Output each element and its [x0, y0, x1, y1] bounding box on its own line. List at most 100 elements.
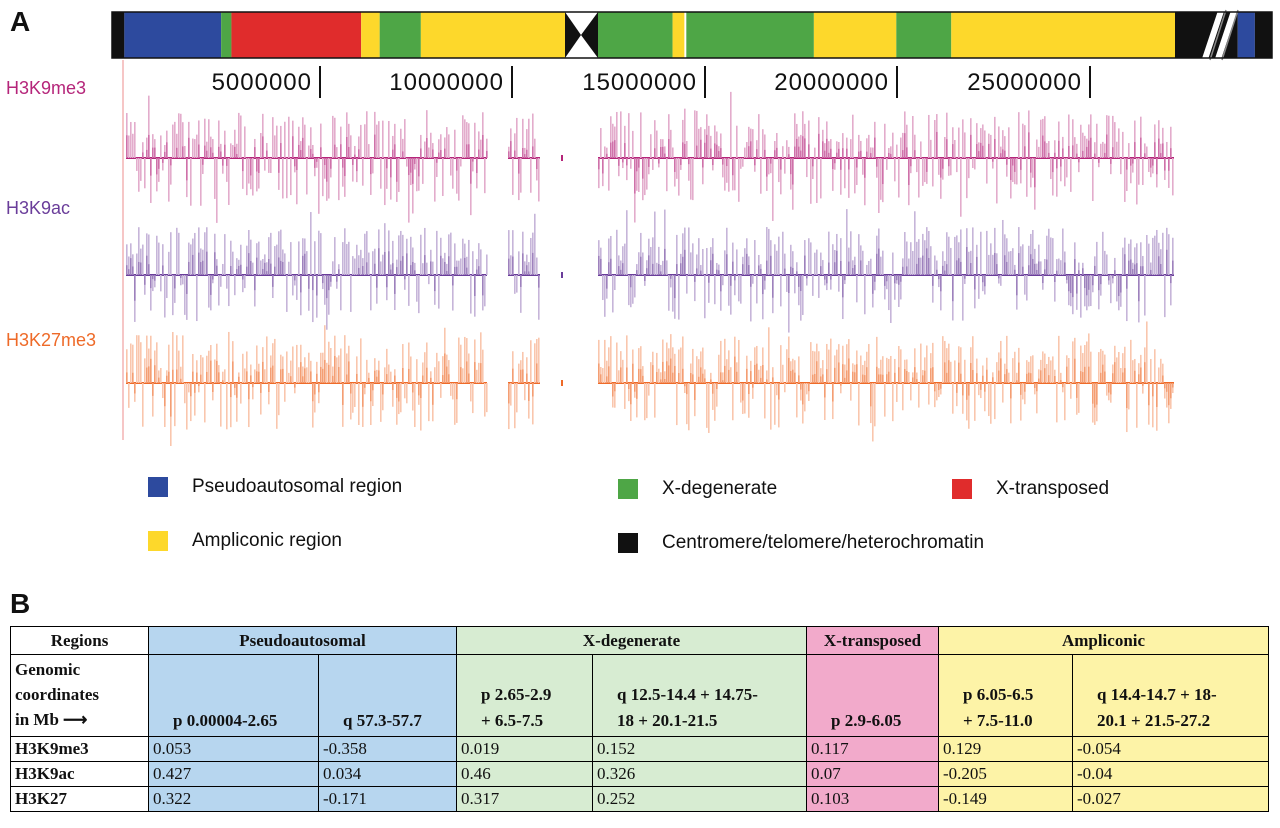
track-signal-bar [990, 243, 992, 275]
track-signal-bar [670, 129, 672, 158]
track-signal-bar [468, 123, 470, 158]
track-signal-core [222, 380, 224, 383]
track-signal-core [928, 257, 930, 275]
track-signal-core [476, 158, 478, 174]
track-signal-core [1144, 362, 1146, 383]
track-signal-bar [1172, 383, 1174, 394]
track-signal-bar [702, 248, 704, 275]
track-signal-core [802, 383, 804, 405]
track-signal-core [790, 266, 792, 275]
track-signal-core [962, 383, 964, 396]
track-signal-core [982, 275, 984, 283]
track-signal-core [958, 258, 960, 275]
track-signal-core [242, 275, 244, 280]
track-signal-bar [258, 241, 260, 275]
track-signal-bar [478, 131, 480, 158]
track-signal-core [762, 365, 764, 383]
track-signal-bar [1166, 141, 1168, 158]
track-signal-bar [816, 158, 818, 203]
track-signal-bar [520, 275, 522, 313]
track-signal-bar [782, 146, 784, 158]
track-signal-bar [822, 360, 824, 383]
track-signal-bar [132, 133, 134, 158]
track-signal-bar [536, 257, 538, 275]
track-signal-core [396, 383, 398, 398]
track-signal-core [988, 143, 990, 158]
track-signal-bar [874, 275, 876, 291]
track-signal-core [342, 158, 344, 168]
track-signal-bar [1098, 352, 1100, 383]
track-signal-bar [698, 359, 700, 383]
track-signal-bar [1080, 345, 1082, 383]
track-signal-bar [182, 122, 184, 158]
track-signal-core [150, 158, 152, 176]
track-signal-bar [954, 140, 956, 158]
track-signal-core [252, 383, 254, 388]
track-signal-core [1024, 383, 1026, 392]
track-signal-core [852, 371, 854, 383]
track-signal-bar [304, 124, 306, 158]
track-signal-core [266, 271, 268, 275]
track-signal-bar [416, 359, 418, 383]
track-signal-bar [318, 158, 320, 214]
track-signal-core [326, 275, 328, 299]
track-signal-core [1122, 372, 1124, 383]
track-signal-core [716, 144, 718, 158]
track-signal-core [876, 253, 878, 275]
track-signal-bar [146, 137, 148, 158]
track-signal-core [466, 267, 468, 275]
track-signal-core [298, 144, 300, 158]
track-signal-core [952, 144, 954, 158]
track-signal-core [1086, 275, 1088, 296]
track-signal-core [188, 137, 190, 158]
track-signal-bar [680, 347, 682, 383]
track-signal-bar [832, 244, 834, 275]
track-signal-bar [184, 383, 186, 404]
track-signal-bar [744, 383, 746, 414]
track-signal-bar [1042, 351, 1044, 383]
track-signal-core [978, 151, 980, 158]
track-signal-bar [486, 383, 488, 413]
track-signal-bar [1084, 345, 1086, 383]
track-signal-core [1168, 158, 1170, 171]
track-signal-core [606, 376, 608, 383]
track-signal-bar [994, 116, 996, 158]
track-signal-bar [1036, 263, 1038, 275]
track-signal-core [358, 267, 360, 275]
track-signal-bar [796, 262, 798, 275]
coordinates-header: Genomic coordinates in Mb ⟶ [10, 654, 149, 737]
track-signal-core [790, 158, 792, 175]
track-signal-bar [830, 275, 832, 290]
track-signal-bar [510, 383, 512, 406]
track-signal-core [522, 148, 524, 158]
track-signal-core [638, 158, 640, 168]
coordinate-line: + 6.5-7.5 [481, 711, 544, 730]
track-signal-bar [998, 126, 1000, 158]
track-signal-core [800, 383, 802, 390]
track-signal-core [906, 266, 908, 275]
track-signal-core [376, 376, 378, 383]
track-signal-bar [426, 110, 428, 158]
track-signal-core [392, 383, 394, 391]
track-signal-core [888, 371, 890, 383]
track-signal-bar [672, 275, 674, 312]
track-signal-bar [1032, 158, 1034, 178]
track-signal-bar [924, 240, 926, 275]
track-signal-bar [944, 340, 946, 383]
track-signal-core [1124, 254, 1126, 275]
track-signal-bar [1118, 128, 1120, 158]
track-signal-core [1012, 158, 1014, 166]
legend-label: X-degenerate [662, 478, 778, 499]
track-signal-bar [1132, 158, 1134, 173]
track-signal-bar [1078, 383, 1080, 413]
track-signal-core [1098, 158, 1100, 163]
track-signal-bar [302, 366, 304, 383]
track-signal-core [258, 158, 260, 173]
track-signal-core [332, 375, 334, 383]
track-signal-bar [972, 227, 974, 275]
track-signal-bar [1144, 143, 1146, 158]
track-signal-core [378, 248, 380, 275]
track-signal-bar [654, 383, 656, 418]
track-signal-core [1082, 150, 1084, 158]
track-signal-bar [988, 383, 990, 417]
